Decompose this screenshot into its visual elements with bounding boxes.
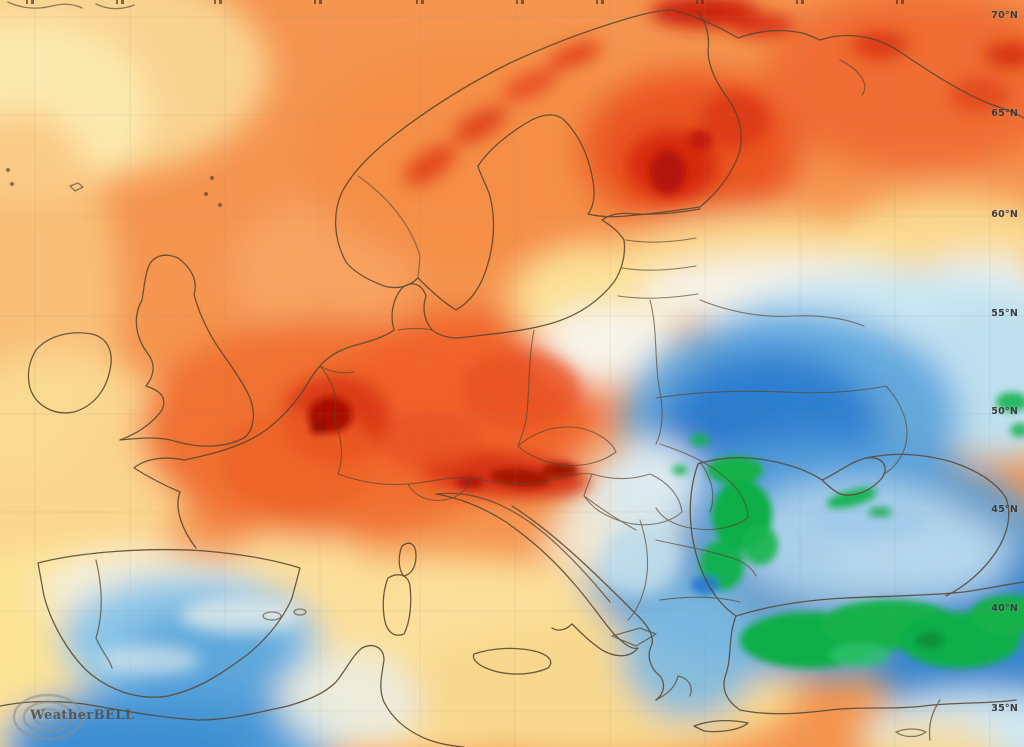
longitude-tick-mark xyxy=(696,0,704,4)
longitude-tick-mark xyxy=(416,0,424,4)
latitude-label-65n: 65°N xyxy=(991,108,1018,119)
longitude-tick-mark xyxy=(796,0,804,4)
longitude-tick-mark xyxy=(26,0,34,4)
longitude-tick-mark xyxy=(314,0,322,4)
latitude-label-60n: 60°N xyxy=(991,209,1018,220)
latitude-label-50n: 50°N xyxy=(991,406,1018,417)
weatherbell-watermark-text: WeatherBELL xyxy=(30,708,135,723)
anomaly-zones-medium xyxy=(100,0,1024,675)
longitude-tick-mark xyxy=(896,0,904,4)
longitude-tick-mark xyxy=(116,0,124,4)
anomaly-cores-and-green-patches xyxy=(308,130,1024,668)
weatherbell-logo-icon xyxy=(12,693,84,741)
latitude-label-70n: 70°N xyxy=(991,10,1018,21)
latitude-label-40n: 40°N xyxy=(991,603,1018,614)
longitude-tick-mark xyxy=(214,0,222,4)
longitude-tick-mark xyxy=(596,0,604,4)
longitude-tick-mark xyxy=(516,0,524,4)
latitude-label-35n: 35°N xyxy=(991,703,1018,714)
weatherbell-watermark: WeatherBELL xyxy=(8,692,148,744)
latitude-label-55n: 55°N xyxy=(991,308,1018,319)
latitude-label-45n: 45°N xyxy=(991,504,1018,515)
